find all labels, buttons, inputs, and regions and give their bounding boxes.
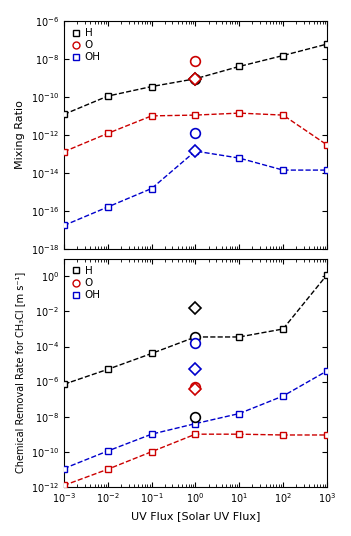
Legend: H, O, OH: H, O, OH [69,264,103,302]
Y-axis label: Mixing Ratio: Mixing Ratio [15,100,25,169]
Y-axis label: Chemical Removal Rate for CH₃Cl [m s⁻¹]: Chemical Removal Rate for CH₃Cl [m s⁻¹] [15,272,25,473]
Legend: H, O, OH: H, O, OH [69,26,103,64]
X-axis label: UV Flux [Solar UV Flux]: UV Flux [Solar UV Flux] [131,511,260,521]
